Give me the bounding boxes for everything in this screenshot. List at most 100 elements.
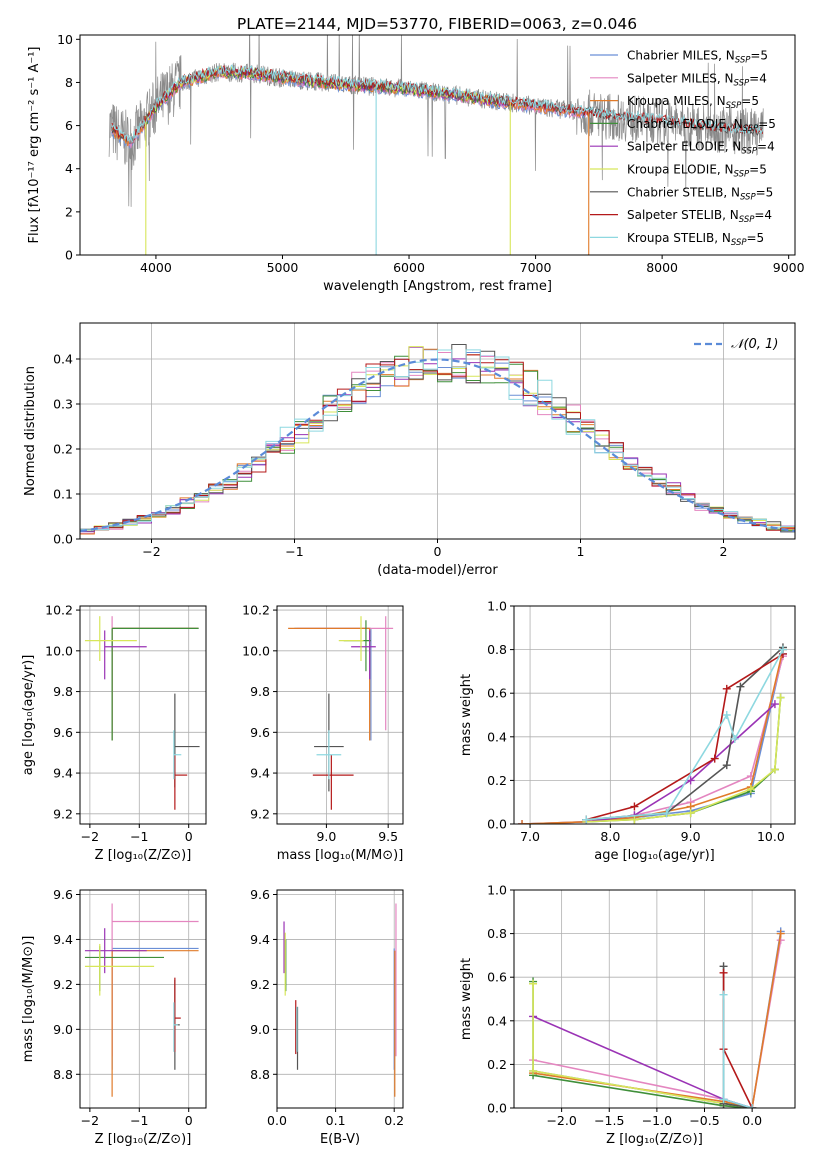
y-tick-label: 9.8	[250, 684, 270, 699]
legend-name: Chabrier STELIB, N	[627, 185, 740, 199]
y-tick-label: 0.0	[487, 1101, 507, 1116]
y-tick-label: 6	[65, 118, 73, 133]
x-tick-label: 8.0	[600, 829, 620, 844]
panel-mass_vs_Z: −2 −1 0 8.8 9.0 9.2 9.4 9.6 Z [log₁₀(Z/Z⊙)] mass …	[21, 887, 207, 1147]
x-tick-label: 0	[185, 829, 193, 844]
y-tick-label: 0.0	[53, 532, 73, 547]
errorbar-point	[312, 754, 354, 810]
x-axis-label: wavelength [Angstrom, rest frame]	[323, 279, 552, 294]
weight-line	[586, 703, 776, 823]
y-tick-label: 10	[57, 32, 73, 47]
marker-plus	[736, 682, 745, 691]
marker-plus	[776, 929, 785, 938]
legend-label: Salpeter ELODIE, NSSP=4	[627, 140, 775, 157]
plot-area	[518, 643, 787, 824]
x-tick-label: 9000	[773, 260, 805, 275]
y-tick-label: 0.8	[487, 926, 507, 941]
marker-plus	[748, 1104, 757, 1108]
marker-plus	[719, 968, 728, 977]
y-tick-label: 9.0	[53, 1022, 73, 1037]
y-tick-label: 1.0	[487, 883, 507, 898]
x-axis-label: Z [log₁₀(Z/Z⊙)]	[95, 848, 192, 863]
y-tick-label: 4	[65, 161, 73, 176]
axes-frame	[79, 322, 796, 540]
y-tick-label: 10.2	[45, 603, 73, 618]
marker-plus	[662, 809, 671, 818]
errorbar-point	[84, 943, 155, 996]
y-tick-label: 8	[65, 75, 73, 90]
legend-name: Salpeter MILES, N	[627, 71, 734, 85]
legend-post: =5	[758, 117, 776, 131]
x-tick-label: −1	[285, 544, 303, 559]
panel-weight_vs_age: 7.0 8.0 9.0 10.0 0.0 0.2 0.4 0.6 0.8 1.0 age [log₁…	[459, 599, 796, 863]
y-axis-label: mass weight	[459, 674, 474, 756]
y-tick-label: 10.2	[242, 603, 270, 618]
legend-name: Chabrier ELODIE, N	[627, 117, 743, 131]
axes-frame	[276, 889, 404, 1109]
x-tick-label: 5000	[267, 260, 299, 275]
x-axis-label: Z [log₁₀(Z/Z⊙)]	[606, 1132, 703, 1147]
marker-plus	[719, 990, 728, 999]
legend-label: Kroupa ELODIE, NSSP=5	[627, 163, 767, 180]
legend-label: Salpeter MILES, NSSP=4	[627, 71, 767, 88]
x-tick-label: 0.1	[326, 1113, 346, 1128]
legend-label: 𝒩(0, 1)	[731, 337, 778, 352]
x-tick-label: 7.0	[520, 829, 540, 844]
y-tick-label: 9.2	[53, 806, 73, 821]
legend-sub: SSP	[735, 56, 751, 66]
legend-post: =4	[757, 140, 775, 154]
y-tick-label: 0.3	[53, 397, 73, 412]
marker-plus	[582, 815, 591, 824]
y-tick-label: 9.6	[53, 887, 73, 902]
legend-label: Salpeter STELIB, NSSP=4	[627, 208, 772, 225]
y-tick-label: 0.4	[487, 729, 507, 744]
legend-post: =5	[749, 163, 767, 177]
x-tick-label: −1.5	[594, 1113, 624, 1128]
marker-plus	[518, 820, 527, 824]
y-tick-label: 1.0	[487, 599, 507, 614]
model-spectrum	[111, 64, 764, 144]
marker-plus	[719, 1095, 728, 1104]
x-tick-label: −2	[81, 1113, 99, 1128]
figure-title: PLATE=2144, MJD=53770, FIBERID=0063, z=0…	[237, 15, 637, 33]
marker-plus	[770, 765, 779, 774]
marker-plus	[630, 802, 639, 811]
y-tick-label: 2	[65, 204, 73, 219]
plot-area	[84, 903, 199, 1097]
errorbar-point	[104, 630, 147, 680]
x-tick-label: 9.0	[681, 829, 701, 844]
y-tick-label: 0.1	[53, 487, 73, 502]
axes-frame	[513, 605, 796, 825]
marker-plus	[770, 700, 779, 709]
x-tick-label: 4000	[140, 260, 172, 275]
errorbar-point	[351, 630, 376, 680]
y-tick-label: 0.4	[487, 1013, 507, 1028]
marker-plus	[686, 809, 695, 818]
x-axis-label: Z [log₁₀(Z/Z⊙)]	[95, 1132, 192, 1147]
x-axis-label: (data-model)/error	[377, 563, 498, 578]
y-tick-label: 0.2	[487, 1057, 507, 1072]
panel-spectrum: 4000 5000 6000 7000 8000 9000 0 2 4 6 8 10 wavelengt…	[27, 32, 805, 294]
errorbar-point	[173, 730, 182, 780]
x-tick-label: 6000	[393, 260, 425, 275]
y-tick-label: 0.2	[487, 773, 507, 788]
x-tick-label: −1	[130, 829, 148, 844]
legend-label: Chabrier ELODIE, NSSP=5	[627, 117, 776, 134]
y-tick-label: 0.8	[487, 642, 507, 657]
legend-sub: SSP	[734, 170, 750, 180]
marker-plus	[529, 1066, 538, 1075]
x-axis-label: mass [log₁₀(M/M⊙)]	[277, 848, 404, 863]
y-tick-label: 0.6	[487, 970, 507, 985]
x-tick-label: 0	[434, 544, 442, 559]
panel-weight_vs_Z: −2.0 −1.5 −1.0 −0.5 0.0 0.0 0.2 0.4 0.6 0.8 1.0 Z […	[459, 883, 796, 1147]
x-tick-label: −2	[142, 544, 160, 559]
x-axis-label: age [log₁₀(age/yr)]	[594, 848, 715, 863]
marker-plus	[722, 684, 731, 693]
y-tick-label: 0.4	[53, 352, 73, 367]
y-tick-label: 0.6	[487, 686, 507, 701]
errorbar-point	[174, 754, 188, 810]
legend-sub: SSP	[734, 78, 750, 88]
plot-area	[84, 616, 200, 810]
legend-post: =5	[756, 185, 774, 199]
